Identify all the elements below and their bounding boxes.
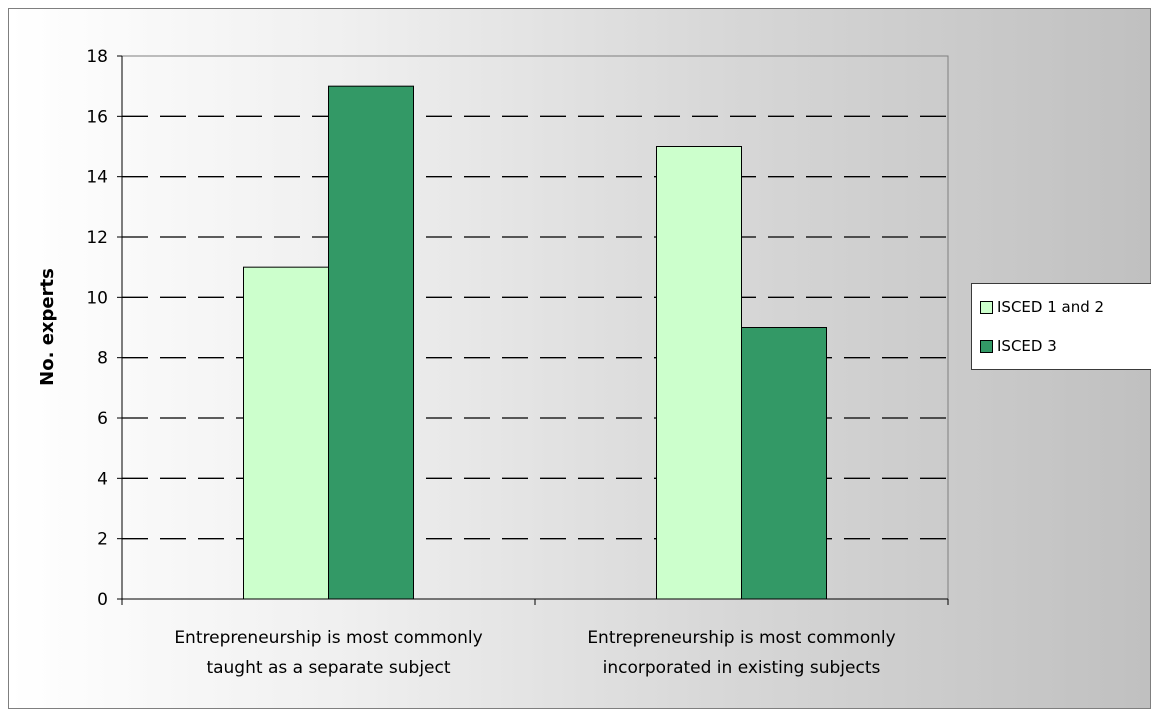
legend-item-isced-3: ISCED 3 — [980, 337, 1057, 355]
chart-area — [8, 8, 1151, 709]
y-tick-label: 10 — [86, 288, 108, 308]
y-tick-label: 12 — [86, 228, 108, 248]
legend-label-isced-3: ISCED 3 — [997, 337, 1057, 355]
y-tick-label: 14 — [86, 168, 108, 188]
bar — [656, 146, 742, 600]
x-tick-label: taught as a separate subject — [206, 658, 450, 678]
y-tick-label: 18 — [86, 47, 108, 67]
y-tick-label: 2 — [97, 530, 108, 550]
y-tick-label: 0 — [97, 590, 108, 610]
bar — [328, 85, 414, 600]
bar — [243, 266, 329, 600]
legend-swatch-isced-1-2 — [980, 300, 993, 314]
y-axis-label: No. experts — [37, 268, 58, 386]
axes: 0 2 4 6 8 10 12 14 16 18 Entrepreneurship is most … — [86, 47, 949, 678]
legend: ISCED 1 and 2 ISCED 3 — [971, 283, 1151, 370]
x-tick-label: Entrepreneurship is most commonly — [174, 628, 482, 648]
bar — [741, 327, 827, 600]
legend-swatch-isced-3 — [980, 339, 993, 353]
y-tick-label: 8 — [97, 349, 108, 369]
y-tick-label: 6 — [97, 409, 108, 429]
y-tick-label: 4 — [97, 469, 108, 489]
legend-item-isced-1-2: ISCED 1 and 2 — [980, 298, 1104, 316]
x-tick-label: incorporated in existing subjects — [603, 658, 881, 678]
legend-label-isced-1-2: ISCED 1 and 2 — [997, 298, 1105, 316]
y-tick-label: 16 — [86, 107, 108, 127]
bars — [243, 85, 827, 600]
x-tick-label: Entrepreneurship is most commonly — [587, 628, 895, 648]
